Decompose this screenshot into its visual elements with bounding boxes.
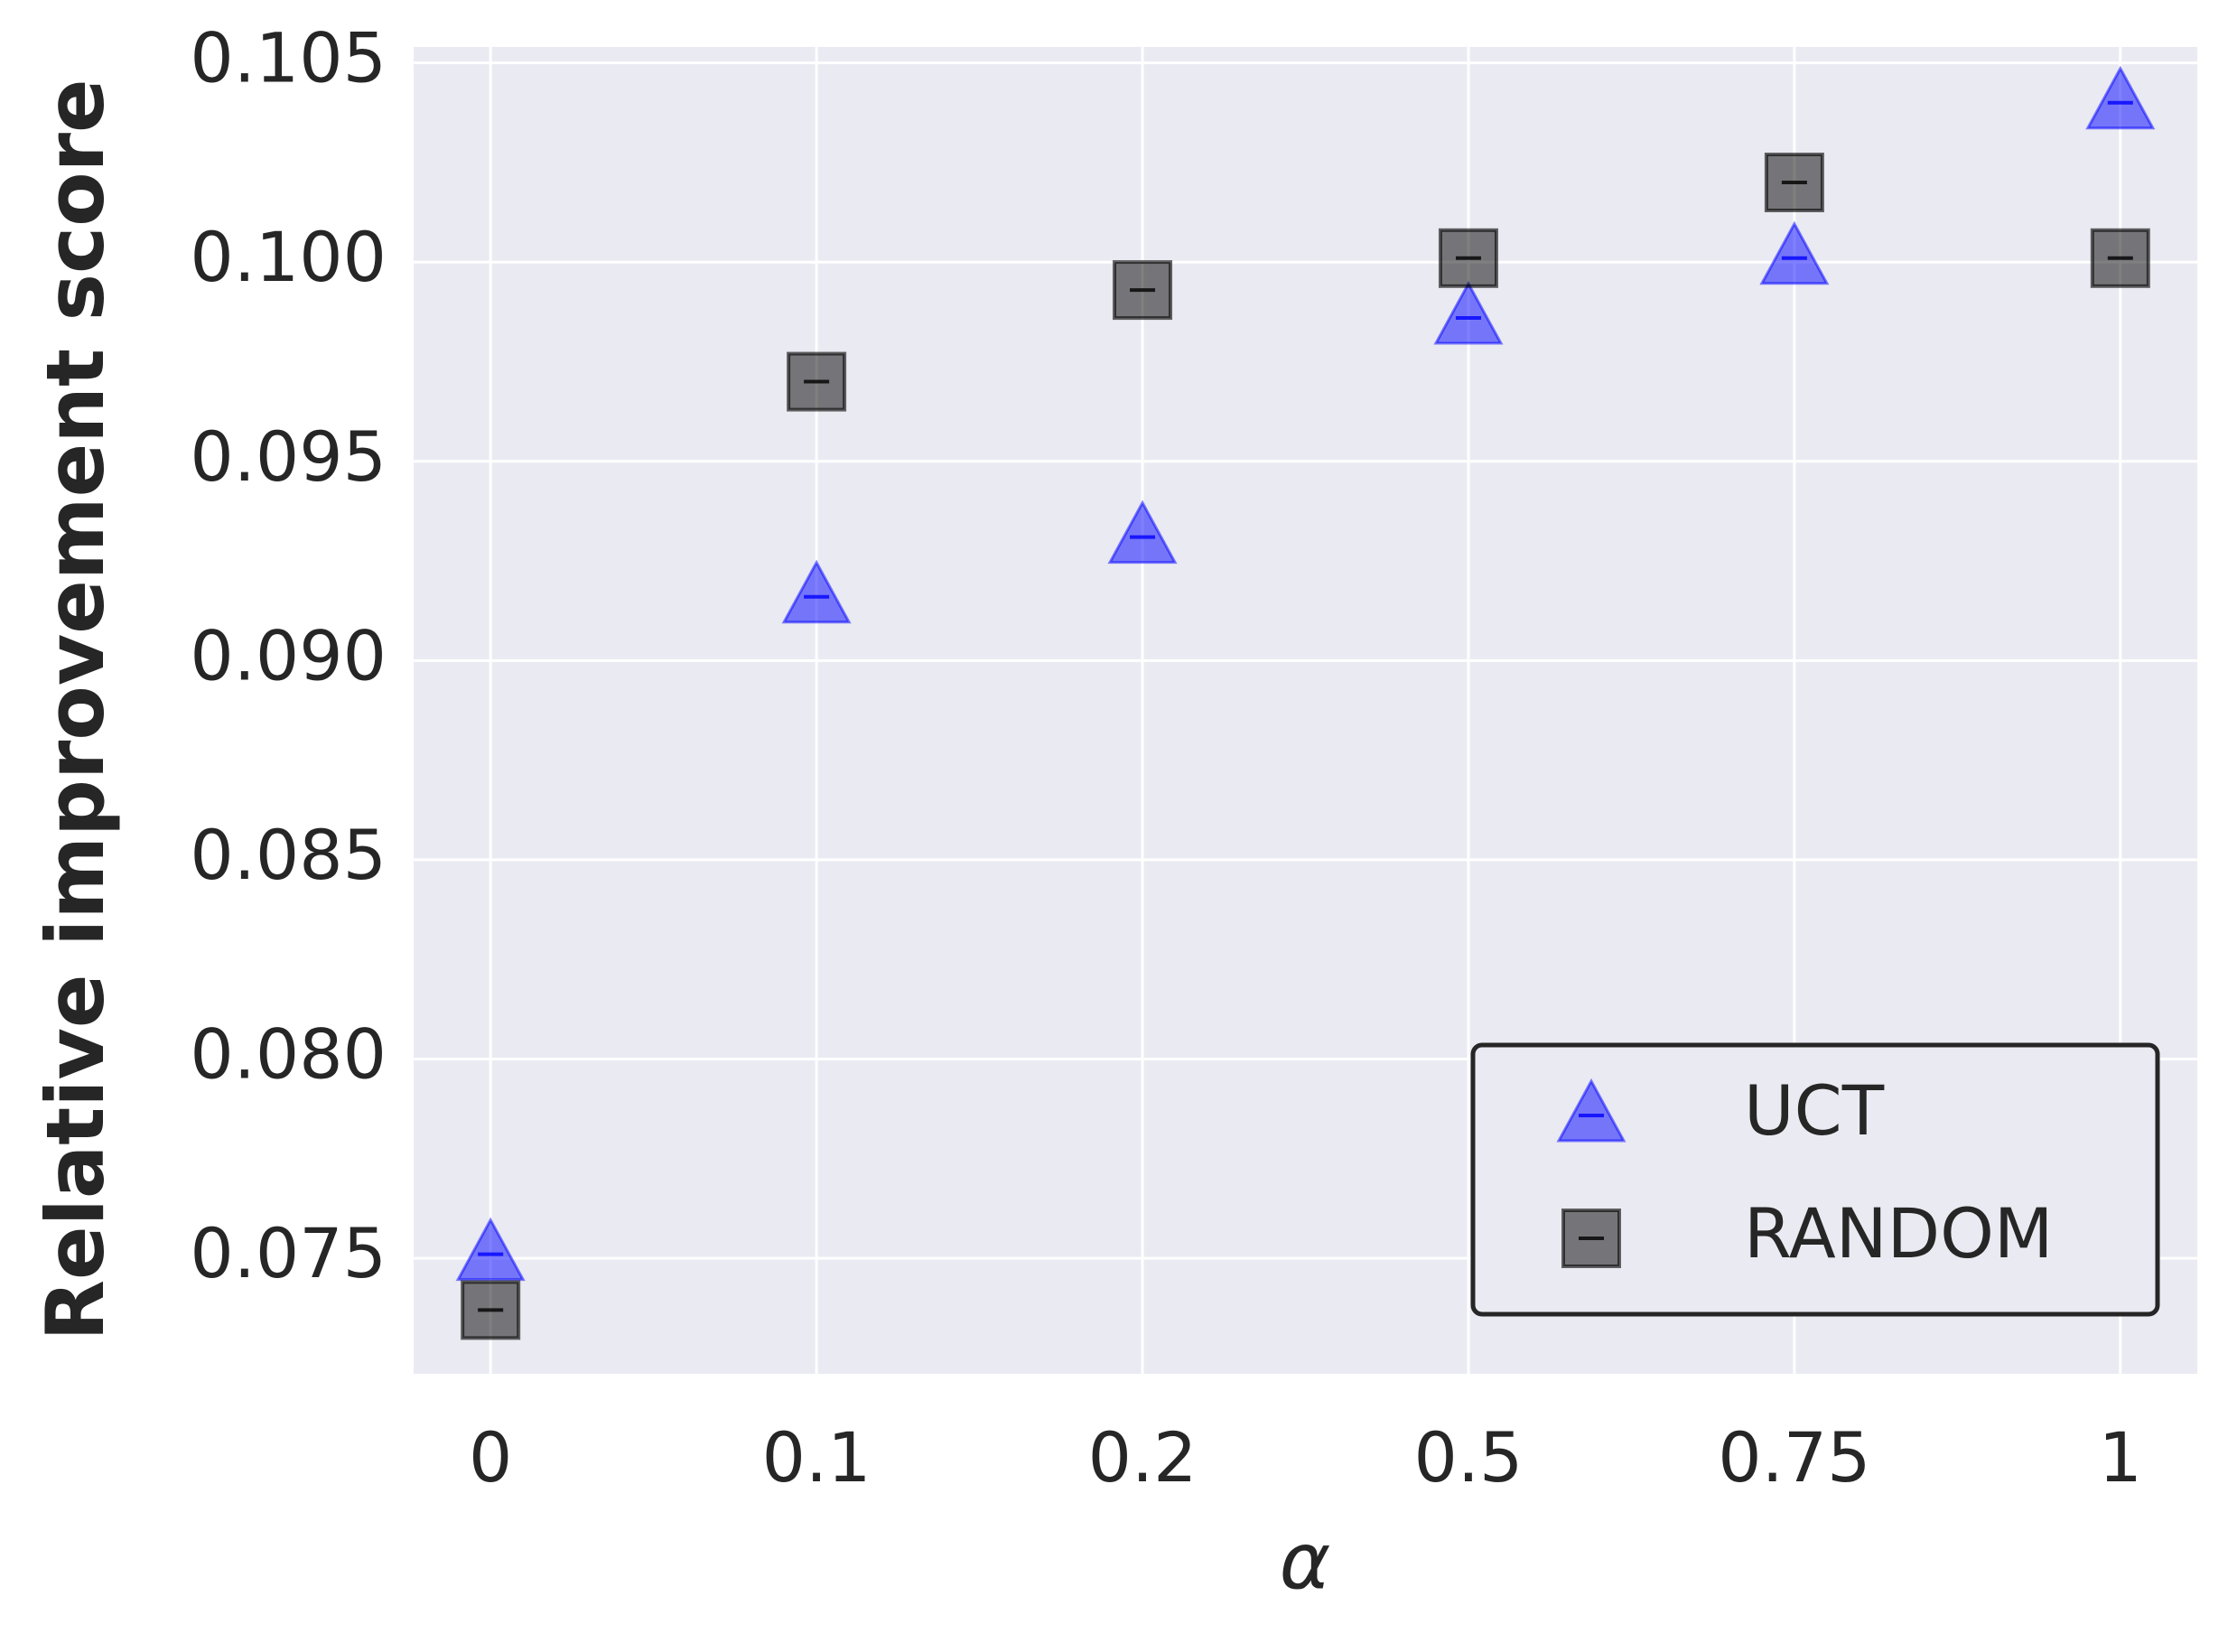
y-tick-label: 0.095 [190,416,387,497]
marker-shape [2090,228,2150,288]
x-tick-label: 0.1 [762,1417,871,1498]
y-tick-label: 0.100 [190,217,387,297]
data-point [1113,260,1173,321]
x-axis-label: α [1280,1517,1331,1607]
y-tick-label: 0.090 [190,615,387,695]
marker-shape [781,559,852,624]
x-tick-label: 0 [469,1417,512,1498]
x-tick-label: 1 [2099,1417,2142,1498]
y-axis-label: Relative improvement score [29,79,122,1340]
legend-label: RANDOM [1744,1193,2053,1274]
legend-box [1470,1042,2160,1317]
data-point [455,1217,526,1282]
data-point [787,351,847,412]
data-point [2090,228,2150,288]
marker-shape [455,1217,526,1282]
y-tick-label: 0.085 [190,815,387,895]
marker-shape [1556,1078,1626,1143]
data-point [461,1280,521,1340]
marker-shape [1433,280,1504,345]
marker-shape [1759,220,1830,285]
data-point [1764,152,1824,212]
data-point [1107,499,1178,565]
marker-shape [1107,499,1178,565]
x-tick-label: 0.2 [1088,1417,1198,1498]
legend-marker [1561,1209,1621,1268]
legend-marker [1556,1078,1626,1143]
data-point [781,559,852,624]
data-point [2085,65,2156,130]
y-tick-label: 0.075 [190,1213,387,1293]
y-tick-label: 0.080 [190,1013,387,1094]
data-point [1759,220,1830,285]
marker-shape [2085,65,2156,130]
y-tick-label: 0.105 [190,18,387,98]
data-point [1438,228,1498,288]
x-tick-label: 0.5 [1414,1417,1524,1498]
x-tick-label: 0.75 [1718,1417,1870,1498]
data-point [1433,280,1504,345]
legend-label: UCT [1744,1070,1885,1151]
